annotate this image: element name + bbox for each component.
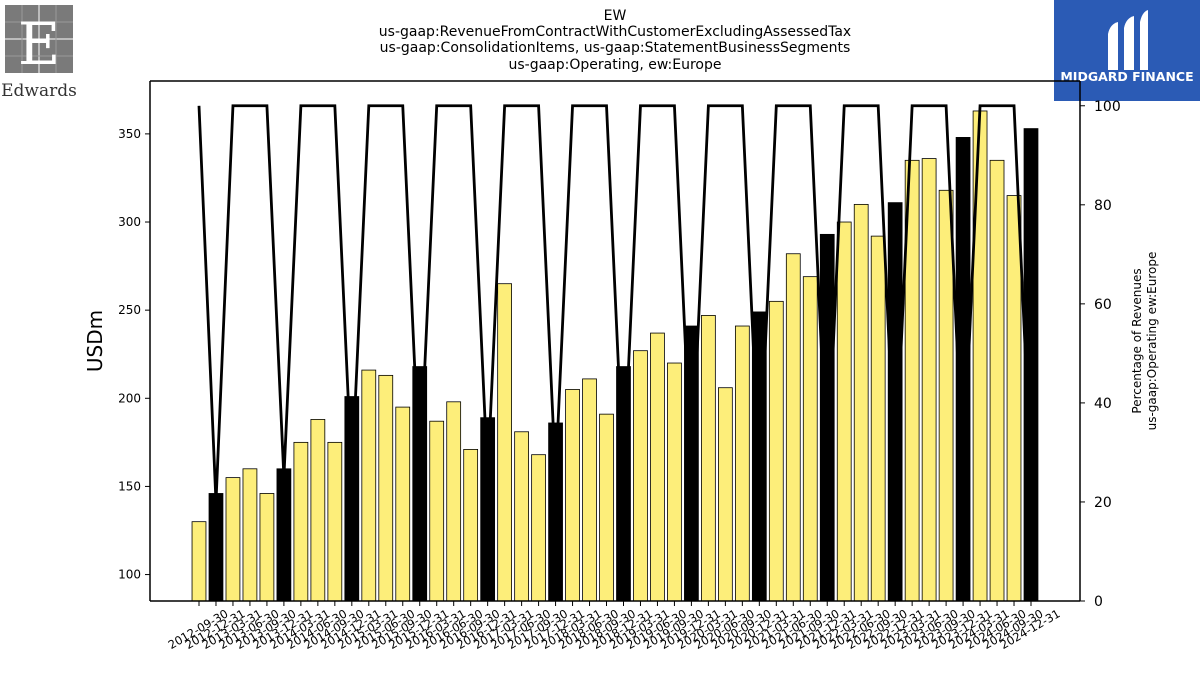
chart-title-line-1: EW [604, 8, 627, 24]
y2-tick-label-100: 100 [1094, 99, 1121, 115]
edwards-logo: E Edwards [1, 5, 77, 101]
chart-title-line-4: us-gaap:Operating, ew:Europe [508, 57, 721, 73]
bar-2016-09-30 [463, 449, 479, 602]
bar-2012-12-31 [208, 493, 224, 602]
bar-2013-06-30 [242, 468, 258, 602]
bar-2018-09-30 [599, 413, 614, 602]
bar-2020-06-30 [718, 387, 733, 602]
bar-2018-03-31 [565, 389, 580, 602]
midgard-logo: MIDGARD FINANCE [1054, 0, 1200, 101]
edwards-e-logo-icon: E [5, 5, 73, 78]
y-tick-label-350: 350 [118, 127, 141, 141]
bar-2017-06-30 [514, 431, 529, 602]
bar-2013-12-31 [276, 468, 292, 602]
svg-text:E: E [18, 10, 60, 78]
chart-title-line-2: us-gaap:RevenueFromContractWithCustomerE… [379, 24, 851, 40]
y-axis-ticks: 100 150 200 250 300 350 [118, 127, 150, 582]
bar-2024-09-30 [1006, 195, 1022, 602]
midgard-logo-text: MIDGARD FINANCE [1060, 69, 1193, 84]
bar-2019-09-30 [667, 362, 682, 602]
y2-axis-ticks: 0 20 40 60 80 100 [1080, 99, 1121, 610]
bar-2020-03-31 [701, 315, 716, 602]
y2-axis-label-line-2: us-gaap:Operating ew:Europe [1145, 252, 1159, 431]
bar-2023-09-30 [938, 189, 954, 602]
y2-axis-label-line-1: Percentage of Revenues [1130, 268, 1144, 413]
y2-tick-label-60: 60 [1094, 297, 1112, 313]
bar-2016-12-31 [480, 417, 496, 602]
y-axis-label: USDm [83, 310, 107, 372]
edwards-logo-text: Edwards [1, 81, 77, 101]
bar-2021-12-31 [819, 233, 835, 602]
y-tick-label-200: 200 [118, 391, 141, 405]
y2-tick-label-40: 40 [1094, 396, 1112, 412]
bar-2017-09-30 [531, 454, 546, 602]
bar-2020-09-30 [734, 325, 750, 602]
bar-2014-06-30 [310, 419, 326, 602]
bar-2013-03-31 [225, 477, 241, 602]
bar-2015-12-31 [412, 366, 428, 602]
plot-frame [149, 80, 1081, 602]
y-tick-label-300: 300 [118, 215, 141, 229]
bar-2016-03-31 [429, 420, 445, 602]
midgard-m-logo-icon [1108, 10, 1148, 70]
bar-2022-12-31 [887, 202, 903, 602]
bar-2014-12-31 [344, 396, 360, 602]
y2-tick-label-80: 80 [1094, 198, 1112, 214]
percentage-line-series [197, 104, 1033, 503]
bar-2021-09-30 [802, 276, 818, 602]
y-tick-label-100: 100 [118, 568, 141, 582]
bar-2019-03-31 [633, 350, 648, 602]
y-tick-label-250: 250 [118, 303, 141, 317]
bar-2015-06-30 [378, 374, 394, 602]
bar-2023-06-30 [921, 158, 937, 602]
bar-2019-06-30 [650, 332, 665, 602]
bar-2021-06-30 [785, 253, 801, 602]
bar-2022-06-30 [853, 203, 869, 602]
bar-2022-03-31 [836, 221, 852, 602]
bar-series [191, 110, 1039, 602]
bar-2024-06-30 [989, 159, 1005, 602]
bar-2014-03-31 [293, 441, 309, 602]
percentage-line [197, 104, 1033, 503]
chart-title: EW us-gaap:RevenueFromContractWithCustom… [379, 8, 851, 73]
y2-tick-label-0: 0 [1094, 594, 1103, 610]
bar-2017-03-31 [497, 283, 512, 602]
bar-2013-09-30 [259, 493, 275, 602]
bar-2021-03-31 [768, 300, 784, 602]
bar-2015-09-30 [395, 406, 411, 602]
y2-axis-label: Percentage of Revenues us-gaap:Operating… [1130, 252, 1159, 431]
y2-tick-label-20: 20 [1094, 495, 1112, 511]
bar-2016-06-30 [446, 401, 462, 602]
bar-2022-09-30 [870, 235, 886, 602]
bar-2015-03-31 [361, 369, 377, 602]
chart-title-line-3: us-gaap:ConsolidationItems, us-gaap:Stat… [380, 40, 851, 56]
bar-2014-09-30 [327, 441, 343, 602]
x-axis-ticks: 2012-09-302012-12-312013-03-312013-06-30… [166, 601, 1063, 652]
bar-2018-06-30 [582, 378, 597, 602]
y-tick-label-150: 150 [118, 479, 141, 493]
bar-2012-09-30 [191, 521, 207, 602]
bar-2018-12-31 [616, 366, 631, 602]
